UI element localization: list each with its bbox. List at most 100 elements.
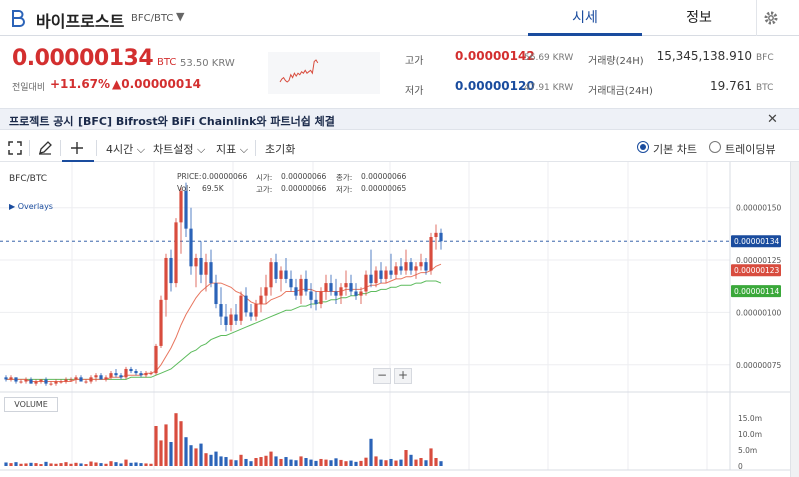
tradingview-label[interactable]: 트레이딩뷰 (725, 143, 776, 156)
ohlc-price-value: 0.00000066 (202, 172, 248, 181)
volume-bar (344, 461, 348, 466)
reset-button[interactable]: 초기화 (265, 143, 296, 156)
candle (389, 270, 393, 275)
basic-chart-radio[interactable] (637, 141, 649, 153)
tab-quote[interactable]: 시세 (528, 0, 642, 36)
candle (359, 291, 363, 296)
candle (324, 283, 328, 292)
volume-bar (174, 413, 178, 466)
volume-bar (409, 454, 413, 466)
close-icon[interactable]: ✕ (767, 112, 778, 127)
chevron-down-icon: ⌵ (236, 143, 249, 156)
high-label: 고가 (405, 56, 424, 67)
pencil-icon[interactable] (37, 140, 53, 156)
volume-bar (124, 459, 128, 466)
ohlc-open-label: 시가: (256, 173, 273, 182)
volume-bar (244, 458, 248, 466)
notice-banner[interactable]: 프로젝트 공시 [BFC] Bifrost와 BiFi Chainlink와 파… (0, 108, 799, 130)
volume-bar (274, 456, 278, 466)
change-label: 전일대비 (12, 83, 46, 93)
notice-text[interactable]: [BFC] Bifrost와 BiFi Chainlink와 파트너쉽 체결 (78, 115, 335, 128)
zoom-out-button[interactable]: − (373, 368, 391, 384)
active-tool-indicator (62, 160, 94, 162)
volume-bar (159, 440, 163, 466)
ohlc-low-label: 저가: (336, 185, 353, 194)
candle (254, 304, 258, 317)
volume-bar (129, 462, 133, 466)
volume-bar (204, 453, 208, 466)
candle (374, 270, 378, 284)
toolbar-divider (60, 140, 61, 156)
moving-average-short-line (6, 263, 442, 382)
volume-bar (109, 461, 113, 466)
ohlc-close-label: 종가: (336, 173, 353, 182)
toolbar-divider (96, 140, 97, 156)
mini-price-chart (268, 52, 380, 94)
volume-bar (9, 463, 13, 466)
candle (39, 379, 43, 382)
y-axis-tick-label: 0.00000150 (736, 204, 782, 213)
volume-bar (284, 457, 288, 466)
candle (114, 373, 118, 376)
zoom-in-button[interactable]: + (394, 368, 412, 384)
scrollbar[interactable] (790, 162, 799, 477)
volume-bar (184, 437, 188, 466)
crosshair-icon[interactable] (69, 140, 85, 156)
volume-value: 15,345,138.910 (656, 49, 752, 63)
y-axis-tick-label: 0.00000100 (736, 308, 782, 317)
candle (269, 262, 273, 288)
candle (244, 295, 248, 313)
toolbar-divider (29, 140, 30, 156)
candle (9, 377, 13, 380)
volume-bar (339, 459, 343, 466)
chevron-down-icon: ⌵ (193, 143, 206, 156)
price-chart[interactable]: 0.00000150 0.00000125 0.00000100 0.00000075… (0, 162, 790, 477)
volume-bar (349, 460, 353, 466)
volume-bar (389, 458, 393, 466)
volume-bar (189, 445, 193, 466)
volume-bar (264, 455, 268, 466)
ma-short-tag-box (731, 264, 781, 277)
candle (264, 287, 268, 296)
high-krw: 56.69 KRW (524, 53, 574, 63)
volume-axis-tick-label: 10.0m (738, 430, 762, 439)
candle (149, 373, 153, 375)
ma-short-tag: 0.00000123 (731, 264, 781, 277)
gear-icon[interactable] (763, 10, 779, 26)
candle (94, 375, 98, 378)
volume-bar (24, 463, 28, 466)
candle (239, 295, 243, 321)
candle (99, 375, 103, 380)
chart-settings-menu[interactable]: 차트설정 ⌵ (153, 141, 205, 157)
candle (314, 299, 318, 305)
basic-chart-label[interactable]: 기본 차트 (653, 143, 697, 156)
indicators-menu[interactable]: 지표 ⌵ (216, 141, 248, 157)
price-unit: BTC (157, 57, 177, 68)
volume-axis-tick-label: 5.0m (738, 446, 757, 455)
volume-bar (199, 443, 203, 466)
volume-bar (229, 459, 233, 466)
tab-info[interactable]: 정보 (686, 10, 712, 26)
candle (184, 190, 188, 229)
volume-bar (384, 460, 388, 466)
volume-bar (149, 463, 153, 466)
volume-bar (79, 463, 83, 466)
fullscreen-icon[interactable] (7, 140, 23, 156)
ohlc-low-value: 0.00000065 (361, 184, 407, 193)
mini-sparkline (279, 59, 319, 83)
ma-short-tag-text: 0.00000123 (734, 266, 780, 275)
indicators-label: 지표 (216, 143, 237, 156)
candle (199, 257, 203, 275)
candle (294, 287, 298, 296)
overlays-toggle[interactable]: ▶ Overlays (9, 202, 53, 211)
pair-dropdown-icon[interactable]: ▼ (176, 10, 185, 23)
candle (304, 278, 308, 292)
high-value: 0.00000142 (455, 49, 535, 63)
volume-bar (269, 451, 273, 466)
candle (84, 381, 88, 383)
interval-select[interactable]: 4시간 ⌵ (106, 141, 145, 157)
tradingview-radio[interactable] (709, 141, 721, 153)
candle (334, 291, 338, 296)
amount-label: 거래대금(24H) (588, 86, 653, 97)
